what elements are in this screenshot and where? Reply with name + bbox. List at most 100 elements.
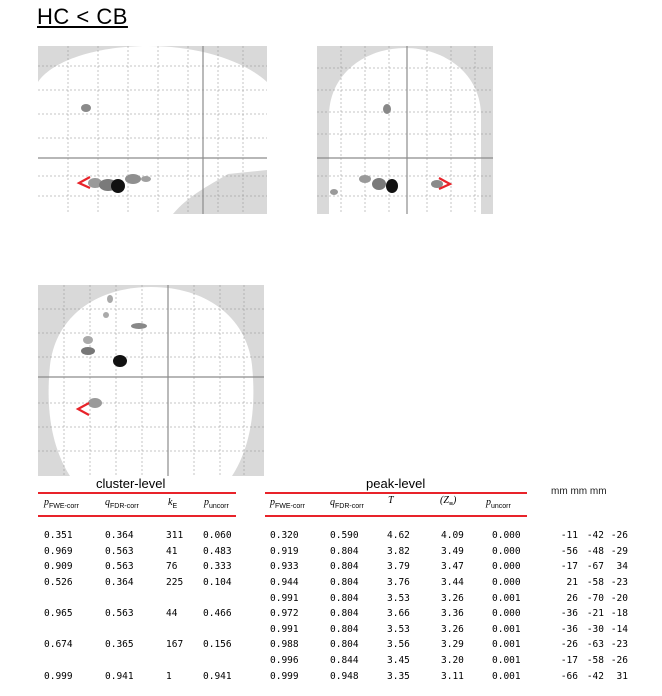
table-cell: 0.844	[330, 655, 359, 667]
table-cell	[166, 622, 203, 638]
table-cell: 0.000	[492, 608, 521, 620]
table-cell	[44, 590, 105, 606]
table-cell: 167	[166, 639, 184, 651]
table-cell: 0.156	[203, 639, 232, 651]
table-cell	[105, 590, 166, 606]
table-cell	[166, 653, 203, 669]
table-cell: 3.56	[387, 639, 410, 651]
col-p-fwe-peak: pFWE-corr	[270, 497, 305, 510]
table-cell: 0.365	[105, 639, 134, 651]
table-cell: 3.66	[387, 608, 410, 620]
table-cell: 31	[616, 670, 628, 682]
table-cell: -14	[610, 623, 628, 635]
col-q-fdr-peak: qFDR-corr	[330, 497, 364, 510]
table-cell: 0.999	[44, 670, 73, 682]
cluster-columns-rule	[38, 515, 236, 517]
table-row: 0.991 0.804 3.53 3.26 0.001 26 -70 -20	[44, 590, 628, 606]
col-p-fwe-cluster: pFWE-corr	[44, 497, 79, 510]
col-t: T	[388, 495, 394, 506]
table-cell: 0.001	[492, 670, 521, 682]
table-cell: -70	[586, 592, 604, 604]
table-cell: 3.82	[387, 545, 410, 557]
table-cell: -26	[610, 655, 628, 667]
table-cell: -66	[560, 670, 578, 682]
table-row: 0.351 0.364 311 0.060 0.320 0.590 4.62 4.09 0.00…	[44, 528, 628, 544]
table-cell: -18	[610, 608, 628, 620]
col-p-unc-cluster: puncorr	[204, 497, 229, 510]
table-cell: 4.09	[441, 530, 464, 542]
table-cell: 1	[166, 670, 172, 682]
table-cell: 0.104	[203, 577, 232, 589]
table-cell: 3.45	[387, 655, 410, 667]
table-cell: 3.53	[387, 623, 410, 635]
table-cell: 0.804	[330, 639, 359, 651]
table-cell: 0.999	[270, 670, 299, 682]
table-cell: 4.62	[387, 530, 410, 542]
table-row: 0.996 0.844 3.45 3.20 0.001 -17 -58 -26	[44, 653, 628, 669]
table-cell: 0.933	[270, 561, 299, 573]
table-cell: -48	[586, 545, 604, 557]
table-cell: 26	[566, 592, 578, 604]
table-cell	[166, 590, 203, 606]
table-cell: 0.804	[330, 623, 359, 635]
table-cell: -23	[610, 639, 628, 651]
table-cell: -56	[560, 545, 578, 557]
table-cell: 3.29	[441, 639, 464, 651]
table-cell: 3.11	[441, 670, 464, 682]
table-cell	[105, 653, 166, 669]
table-cell: 0.000	[492, 530, 521, 542]
table-cell: 0.466	[203, 608, 232, 620]
table-cell: 0.333	[203, 561, 232, 573]
table-cell	[105, 622, 166, 638]
table-cell: 0.804	[330, 545, 359, 557]
table-cell: -23	[610, 577, 628, 589]
table-cell: 0.526	[44, 577, 73, 589]
table-cell: 0.001	[492, 623, 521, 635]
table-cell: 0.320	[270, 530, 299, 542]
table-cell: 0.941	[105, 670, 134, 682]
col-q-fdr-cluster: qFDR-corr	[105, 497, 139, 510]
table-cell: 0.965	[44, 608, 73, 620]
table-cell: 0.991	[270, 623, 299, 635]
table-cell: 0.804	[330, 608, 359, 620]
table-cell: 0.364	[105, 530, 134, 542]
page-title: HC < CB	[37, 4, 128, 29]
table-cell	[203, 590, 270, 606]
table-cell: 0.000	[492, 577, 521, 589]
table-cell: 21	[566, 577, 578, 589]
peak-level-header: peak-level	[366, 476, 426, 491]
table-row: 0.526 0.364 225 0.104 0.944 0.804 3.76 3.44 0.00…	[44, 575, 628, 591]
table-cell	[203, 622, 270, 638]
table-cell: -26	[560, 639, 578, 651]
table-cell	[203, 653, 270, 669]
table-cell: 0.804	[330, 561, 359, 573]
table-cell: 0.941	[203, 670, 232, 682]
table-cell: 0.001	[492, 639, 521, 651]
table-cell	[44, 622, 105, 638]
table-cell: -29	[610, 545, 628, 557]
peak-columns-rule	[265, 515, 527, 517]
table-cell: 0.948	[330, 670, 359, 682]
table-cell: 0.969	[44, 545, 73, 557]
glass-brain-axial	[38, 285, 264, 476]
glass-brain-sagittal	[38, 46, 267, 214]
table-cell: 3.49	[441, 545, 464, 557]
table-cell: -36	[560, 623, 578, 635]
table-cell: -11	[560, 530, 578, 542]
table-cell: 0.944	[270, 577, 299, 589]
table-cell: 0.001	[492, 655, 521, 667]
table-row: 0.991 0.804 3.53 3.26 0.001 -36 -30 -14	[44, 622, 628, 638]
table-cell: -42	[586, 530, 604, 542]
table-cell: 0.996	[270, 655, 299, 667]
col-k-e: kE	[168, 497, 178, 510]
table-cell: -17	[560, 561, 578, 573]
table-cell: 3.79	[387, 561, 410, 573]
table-cell: 0.483	[203, 545, 232, 557]
table-cell: -42	[586, 670, 604, 682]
table-cell: 3.53	[387, 592, 410, 604]
table-cell	[44, 653, 105, 669]
col-p-unc-peak: puncorr	[486, 497, 511, 510]
table-cell: 0.804	[330, 577, 359, 589]
results-table: 0.351 0.364 311 0.060 0.320 0.590 4.62 4.09 0.00…	[44, 528, 628, 684]
table-cell: 3.26	[441, 623, 464, 635]
